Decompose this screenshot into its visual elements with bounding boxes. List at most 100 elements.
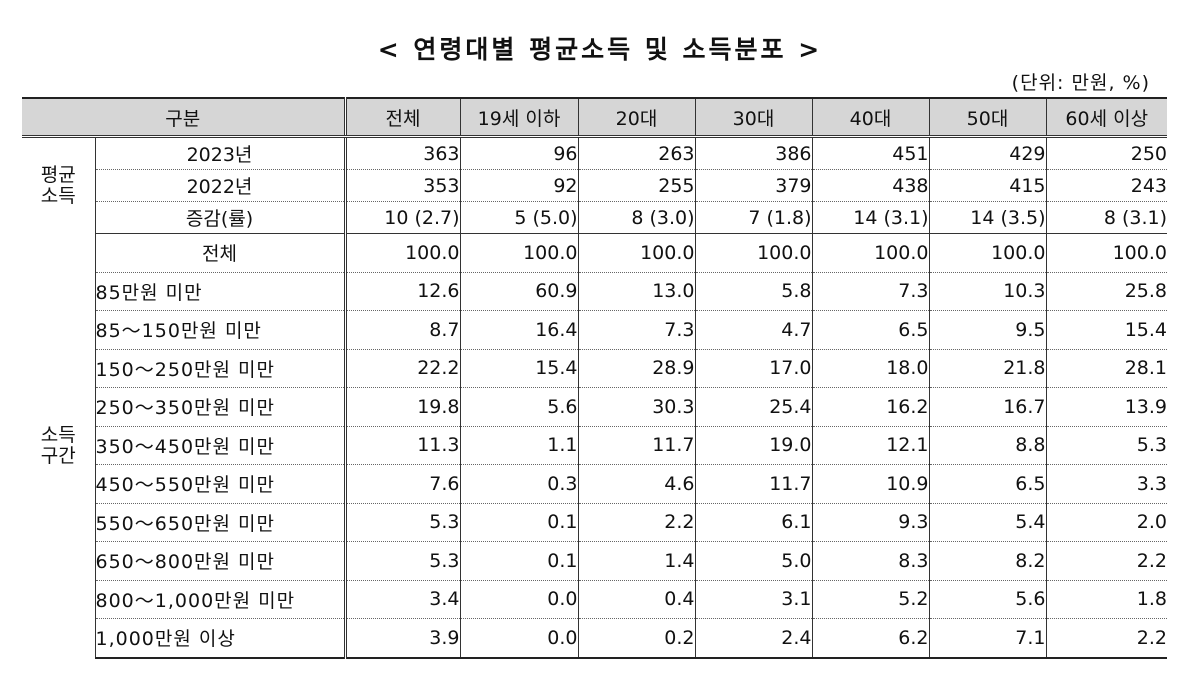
table-cell: 8.2: [928, 541, 1046, 581]
table-cell: 21.8: [928, 349, 1046, 388]
table-cell: 100.0: [811, 233, 929, 273]
table-row: 450～550만원 미만 7.6 0.3 4.6 11.7 10.9 6.5 3…: [22, 464, 1167, 504]
table-cell: 429: [928, 136, 1046, 170]
table-cell: 14 (3.1): [811, 201, 929, 234]
column-header: 30대: [694, 97, 812, 138]
table-cell: 11.3: [343, 426, 460, 465]
column-header: 60세 이상: [1045, 97, 1167, 138]
table-row: 85만원 미만 12.6 60.9 13.0 5.8 7.3 10.3 25.8: [22, 272, 1167, 311]
row-label: 2023년: [95, 136, 345, 170]
table-cell: 3.9: [343, 618, 460, 659]
table-cell: 353: [343, 169, 460, 202]
header-corner: 구분: [22, 97, 345, 138]
table-cell: 16.4: [459, 310, 578, 350]
header-row: 구분 전체 19세 이하 20대 30대 40대 50대 60세 이상: [22, 97, 1167, 138]
table-cell: 7.6: [343, 464, 460, 504]
table-row: 800～1,000만원 미만 3.4 0.0 0.4 3.1 5.2 5.6 1…: [22, 580, 1167, 619]
table-cell: 5.2: [811, 580, 929, 619]
table-cell: 6.1: [694, 503, 812, 542]
table-cell: 0.3: [459, 464, 578, 504]
column-header: 50대: [928, 97, 1046, 138]
table-cell: 100.0: [928, 233, 1046, 273]
table-cell: 386: [694, 136, 812, 170]
column-header: 20대: [577, 97, 695, 138]
table-cell: 5.3: [343, 541, 460, 581]
table-cell: 10.3: [928, 272, 1046, 311]
table-row: 1,000만원 이상 3.9 0.0 0.2 2.4 6.2 7.1 2.2: [22, 618, 1167, 659]
table-cell: 8.7: [343, 310, 460, 350]
table-cell: 250: [1045, 136, 1167, 170]
table-cell: 7.3: [811, 272, 929, 311]
row-label: 증감(률): [95, 201, 345, 234]
table-row: 350～450만원 미만 11.3 1.1 11.7 19.0 12.1 8.8…: [22, 426, 1167, 465]
row-label: 550～650만원 미만: [95, 503, 345, 542]
table-cell: 15.4: [459, 349, 578, 388]
table-cell: 100.0: [694, 233, 812, 273]
table-cell: 14 (3.5): [928, 201, 1046, 234]
table-cell: 5 (5.0): [459, 201, 578, 234]
table-cell: 255: [577, 169, 695, 202]
row-label: 1,000만원 이상: [95, 618, 345, 659]
table-cell: 5.0: [694, 541, 812, 581]
row-label: 800～1,000만원 미만: [95, 580, 345, 619]
table-cell: 5.4: [928, 503, 1046, 542]
table-cell: 8 (3.1): [1045, 201, 1167, 234]
table-cell: 4.6: [577, 464, 695, 504]
table-cell: 10 (2.7): [343, 201, 460, 234]
table-cell: 9.5: [928, 310, 1046, 350]
table-cell: 0.1: [459, 503, 578, 542]
table-cell: 22.2: [343, 349, 460, 388]
table-cell: 96: [459, 136, 578, 170]
table-cell: 100.0: [577, 233, 695, 273]
table-cell: 1.1: [459, 426, 578, 465]
table-cell: 7 (1.8): [694, 201, 812, 234]
table-cell: 19.0: [694, 426, 812, 465]
table-cell: 263: [577, 136, 695, 170]
table-row: 85～150만원 미만 8.7 16.4 7.3 4.7 6.5 9.5 15.…: [22, 310, 1167, 350]
table-cell: 379: [694, 169, 812, 202]
table-cell: 15.4: [1045, 310, 1167, 350]
table-cell: 3.3: [1045, 464, 1167, 504]
table-cell: 9.3: [811, 503, 929, 542]
table-cell: 16.2: [811, 387, 929, 427]
table-row: 250～350만원 미만 19.8 5.6 30.3 25.4 16.2 16.…: [22, 387, 1167, 427]
table-cell: 10.9: [811, 464, 929, 504]
table-cell: 18.0: [811, 349, 929, 388]
table-cell: 2.4: [694, 618, 812, 659]
unit-note: (단위: 만원, %): [1011, 72, 1150, 94]
table-cell: 6.5: [928, 464, 1046, 504]
table-cell: 16.7: [928, 387, 1046, 427]
table-cell: 5.3: [1045, 426, 1167, 465]
table-cell: 8 (3.0): [577, 201, 695, 234]
table-cell: 3.1: [694, 580, 812, 619]
table-cell: 8.3: [811, 541, 929, 581]
table-cell: 0.2: [577, 618, 695, 659]
table-cell: 12.1: [811, 426, 929, 465]
table-row: 소득 구간 전체 100.0 100.0 100.0 100.0 100.0 1…: [22, 233, 1167, 658]
table-cell: 100.0: [343, 233, 460, 273]
table-cell: 2.2: [1045, 541, 1167, 581]
table-cell: 0.0: [459, 618, 578, 659]
row-label: 450～550만원 미만: [95, 464, 345, 504]
table-cell: 100.0: [1045, 233, 1167, 273]
table-cell: 11.7: [694, 464, 812, 504]
table-cell: 7.1: [928, 618, 1046, 659]
table-cell: 8.8: [928, 426, 1046, 465]
table-cell: 451: [811, 136, 929, 170]
table-cell: 25.4: [694, 387, 812, 427]
table-cell: 438: [811, 169, 929, 202]
table-cell: 60.9: [459, 272, 578, 311]
table-cell: 28.9: [577, 349, 695, 388]
row-label: 150～250만원 미만: [95, 349, 345, 388]
table-cell: 19.8: [343, 387, 460, 427]
table-cell: 2.2: [577, 503, 695, 542]
table-cell: 5.6: [928, 580, 1046, 619]
row-label: 250～350만원 미만: [95, 387, 345, 427]
table-row: 650～800만원 미만 5.3 0.1 1.4 5.0 8.3 8.2 2.2: [22, 541, 1167, 581]
table-cell: 5.6: [459, 387, 578, 427]
category-label: 소득 구간: [22, 233, 96, 658]
table-cell: 0.4: [577, 580, 695, 619]
table-cell: 17.0: [694, 349, 812, 388]
table-cell: 0.1: [459, 541, 578, 581]
row-label: 350～450만원 미만: [95, 426, 345, 465]
